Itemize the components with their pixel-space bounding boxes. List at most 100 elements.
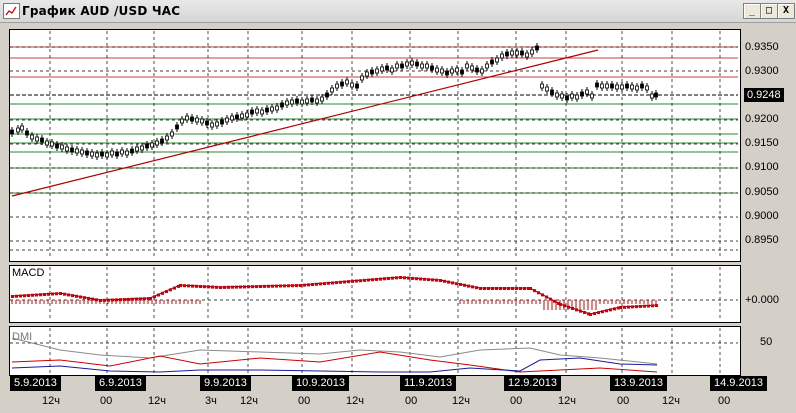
candle-body	[190, 116, 194, 122]
macd-signal-dot	[491, 287, 494, 290]
macd-signal-dot	[593, 312, 596, 316]
macd-signal-dot	[31, 293, 34, 297]
candle-body	[650, 93, 654, 99]
candle-body	[355, 83, 359, 89]
macd-signal-dot	[71, 294, 74, 298]
macd-signal-dot	[149, 297, 152, 300]
candle-body	[460, 69, 464, 75]
candle-body	[400, 63, 404, 69]
macd-signal-dot	[299, 284, 302, 287]
macd-signal-dot	[191, 284, 194, 288]
candle-body	[55, 143, 59, 149]
macd-signal-dot	[563, 304, 566, 308]
candle-body	[475, 67, 479, 73]
price-panel[interactable]	[9, 29, 741, 262]
candle-body	[50, 141, 54, 147]
dmi-level-label: 50	[760, 336, 773, 348]
candle-body	[340, 81, 344, 87]
macd-signal-dot	[391, 276, 394, 280]
macd-signal-dot	[379, 277, 382, 281]
macd-signal-dot	[403, 276, 406, 280]
macd-signal-dot	[67, 293, 70, 297]
title-bar[interactable]: График AUD /USD ЧАС _ □ X	[0, 0, 796, 23]
date-badge: 9.9.2013	[200, 376, 251, 391]
candle-body	[265, 107, 269, 113]
candle-body	[90, 151, 94, 157]
candle-body	[535, 45, 539, 51]
candle-body	[270, 106, 274, 112]
candle-body	[310, 97, 314, 103]
macd-signal-dot	[557, 301, 560, 305]
candle-body	[465, 63, 469, 69]
macd-signal-dot	[239, 285, 242, 289]
macd-signal-dot	[59, 292, 62, 295]
macd-signal-dot	[111, 298, 114, 302]
macd-signal-dot	[227, 285, 230, 289]
date-badge: 13.9.2013	[610, 376, 667, 391]
hour-label: 00	[617, 395, 630, 407]
macd-signal-dot	[55, 292, 58, 296]
macd-signal-dot	[515, 287, 518, 290]
macd-signal-dot	[103, 298, 106, 302]
macd-signal-dot	[295, 284, 298, 288]
date-badge: 10.9.2013	[292, 376, 349, 391]
candle-body	[420, 63, 424, 69]
macd-signal-dot	[647, 304, 650, 308]
date-badge: 12.9.2013	[504, 376, 561, 391]
macd-signal-dot	[267, 284, 270, 288]
candle-body	[225, 117, 229, 123]
macd-signal-dot	[375, 277, 378, 281]
macd-signal-dot	[359, 279, 362, 283]
macd-signal-dot	[331, 281, 334, 285]
macd-signal-dot	[495, 287, 498, 290]
candle-body	[654, 92, 658, 98]
price-label-0.8950: 0.8950	[745, 234, 779, 246]
price-label-0.9350: 0.9350	[745, 41, 779, 53]
macd-signal-dot	[275, 284, 278, 288]
candle-body	[485, 63, 489, 69]
macd-signal-dot	[419, 277, 422, 281]
macd-signal-dot	[307, 283, 310, 287]
macd-signal-dot	[411, 276, 414, 280]
candle-body	[505, 51, 509, 57]
macd-signal-dot	[135, 297, 138, 301]
candle-body	[115, 151, 119, 157]
candle-body	[205, 120, 209, 126]
candle-body	[610, 83, 614, 89]
candle-body	[515, 50, 519, 56]
candle-body	[95, 152, 99, 158]
macd-signal-dot	[51, 292, 54, 296]
macd-signal-dot	[575, 308, 578, 312]
candle-body	[315, 98, 319, 104]
candle-body	[440, 68, 444, 74]
macd-signal-dot	[27, 294, 30, 297]
dmi-panel[interactable]	[9, 326, 741, 376]
macd-signal-dot	[553, 299, 556, 303]
macd-signal-dot	[263, 284, 266, 288]
candle-body	[175, 124, 179, 130]
macd-signal-dot	[597, 311, 600, 315]
close-button[interactable]: X	[777, 3, 795, 19]
macd-signal-dot	[279, 284, 282, 288]
macd-signal-dot	[355, 279, 358, 283]
macd-panel[interactable]	[9, 265, 741, 323]
candle-body	[40, 137, 44, 143]
macd-signal-dot	[283, 284, 286, 288]
candle-body	[480, 68, 484, 74]
macd-signal-dot	[87, 296, 90, 300]
macd-signal-dot	[107, 298, 110, 302]
candle-body	[165, 135, 169, 141]
macd-signal-dot	[601, 310, 604, 314]
macd-signal-dot	[303, 283, 306, 287]
candle-body	[350, 82, 354, 88]
candle-body	[625, 83, 629, 89]
macd-signal-dot	[231, 285, 234, 289]
candle-body	[540, 83, 544, 89]
candle-body	[425, 63, 429, 69]
candle-body	[285, 100, 289, 106]
candle-body	[255, 108, 259, 114]
macd-signal-dot	[179, 284, 182, 287]
macd-signal-dot	[423, 277, 426, 281]
macd-signal-dot	[589, 313, 592, 316]
